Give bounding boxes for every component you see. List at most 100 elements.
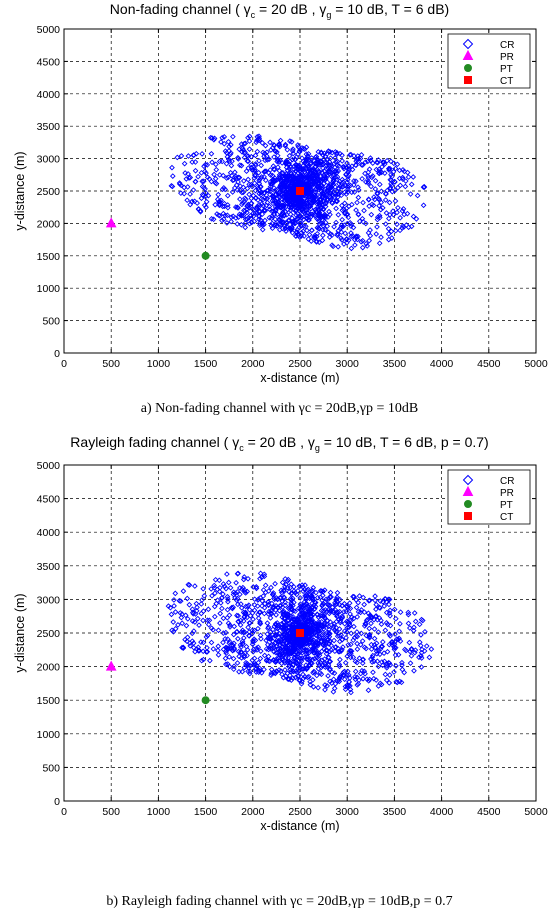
cr-point bbox=[320, 206, 327, 213]
cr-point bbox=[374, 159, 381, 166]
cr-point bbox=[355, 680, 362, 687]
cr-point bbox=[174, 154, 181, 161]
cr-point bbox=[333, 611, 340, 618]
cr-point bbox=[246, 606, 253, 613]
cr-point bbox=[291, 647, 298, 654]
cr-point bbox=[346, 620, 353, 627]
cr-point bbox=[304, 665, 310, 672]
cr-point bbox=[276, 226, 283, 233]
cr-point bbox=[394, 209, 400, 216]
cr-point bbox=[334, 589, 341, 596]
cr-point bbox=[371, 626, 378, 632]
cr-point bbox=[320, 642, 326, 648]
cr-point bbox=[334, 158, 341, 165]
cr-point bbox=[305, 196, 312, 203]
cr-point bbox=[300, 167, 307, 174]
cr-point bbox=[410, 174, 417, 180]
cr-point bbox=[287, 185, 294, 192]
y-tick-label: 4000 bbox=[37, 89, 61, 101]
y-axis-label: y-distance (m) bbox=[13, 151, 27, 230]
cr-point bbox=[345, 186, 351, 193]
cr-point bbox=[383, 677, 390, 683]
cr-point bbox=[337, 656, 343, 663]
cr-point bbox=[289, 625, 296, 632]
cr-point bbox=[396, 167, 403, 174]
pt-point bbox=[201, 251, 210, 260]
cr-point bbox=[336, 674, 343, 681]
cr-point bbox=[231, 185, 238, 191]
cr-point bbox=[320, 205, 327, 212]
cr-point bbox=[340, 183, 347, 190]
cr-point bbox=[240, 576, 247, 583]
cr-point bbox=[329, 604, 336, 611]
cr-point bbox=[388, 171, 394, 178]
cr-point bbox=[187, 174, 194, 181]
cr-point bbox=[215, 647, 221, 654]
cr-point bbox=[340, 206, 347, 213]
cr-point bbox=[307, 205, 314, 212]
cr-point bbox=[220, 210, 227, 217]
cr-point bbox=[280, 674, 287, 681]
cr-point bbox=[225, 138, 232, 145]
cr-point bbox=[422, 628, 428, 635]
cr-point bbox=[270, 590, 277, 596]
cr-point bbox=[286, 217, 292, 223]
cr-point bbox=[281, 625, 287, 632]
cr-point bbox=[358, 607, 365, 613]
cr-point bbox=[255, 615, 262, 622]
cr-point bbox=[387, 184, 394, 191]
cr-point bbox=[271, 623, 278, 630]
cr-point bbox=[184, 197, 191, 204]
cr-point bbox=[315, 215, 322, 222]
cr-point bbox=[252, 187, 259, 194]
cr-point bbox=[303, 596, 309, 603]
cr-point bbox=[262, 142, 269, 149]
cr-point bbox=[227, 169, 234, 176]
legend-marker-ct bbox=[464, 76, 472, 84]
cr-point bbox=[310, 178, 317, 184]
cr-point bbox=[211, 135, 218, 142]
cr-point bbox=[271, 603, 277, 610]
cr-point bbox=[187, 201, 194, 208]
cr-point bbox=[358, 630, 365, 637]
cr-point bbox=[203, 170, 209, 176]
cr-point bbox=[353, 178, 359, 185]
cr-point bbox=[355, 194, 362, 201]
cr-point bbox=[167, 604, 174, 611]
legend-marker-pr bbox=[462, 485, 474, 496]
cr-point bbox=[351, 593, 357, 600]
cr-point bbox=[295, 162, 301, 169]
cr-point bbox=[249, 206, 256, 213]
cr-point bbox=[317, 588, 324, 594]
cr-point bbox=[327, 589, 334, 596]
cr-point bbox=[219, 217, 225, 224]
cr-point bbox=[306, 217, 312, 223]
cr-point bbox=[203, 204, 209, 211]
y-tick-label: 3000 bbox=[37, 594, 61, 606]
cr-point bbox=[325, 654, 332, 661]
cr-point bbox=[339, 202, 345, 209]
cr-point bbox=[189, 606, 196, 613]
cr-point bbox=[341, 676, 348, 683]
cr-point bbox=[262, 177, 269, 184]
cr-point bbox=[258, 162, 265, 169]
cr-point bbox=[319, 165, 326, 171]
cr-point bbox=[351, 623, 357, 630]
cr-point bbox=[250, 584, 257, 590]
cr-point bbox=[330, 608, 337, 614]
legend-label-pr: PR bbox=[500, 488, 514, 499]
cr-point bbox=[316, 180, 323, 187]
cr-point bbox=[372, 597, 378, 604]
cr-point bbox=[336, 648, 343, 655]
cr-point bbox=[235, 601, 241, 608]
cr-point bbox=[232, 590, 239, 597]
y-axis-label: y-distance (m) bbox=[13, 593, 27, 672]
cr-point bbox=[274, 152, 281, 159]
cr-point bbox=[287, 201, 294, 208]
cr-point bbox=[277, 215, 284, 221]
cr-point bbox=[331, 637, 337, 644]
cr-point bbox=[286, 152, 293, 159]
cr-point bbox=[281, 615, 287, 622]
cr-point bbox=[205, 606, 212, 613]
cr-point bbox=[180, 588, 187, 594]
